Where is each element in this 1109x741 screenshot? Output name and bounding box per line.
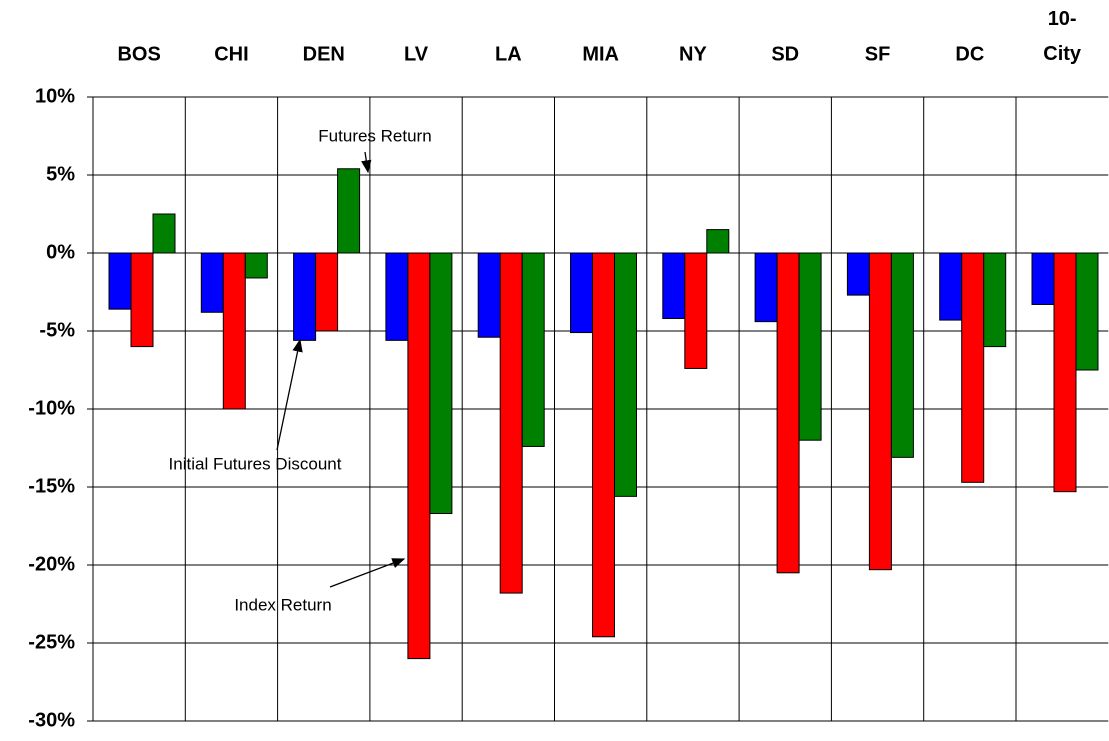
bar: [983, 252, 1007, 348]
bar: [776, 252, 800, 574]
annotation-arrow: [361, 151, 372, 174]
bar: [1075, 252, 1099, 371]
bar: [706, 229, 730, 254]
bar: [521, 252, 545, 447]
bar: [961, 252, 985, 483]
bar: [407, 252, 431, 660]
bar: [1031, 252, 1055, 305]
annotation: Futures Return: [318, 126, 431, 145]
bar: [684, 252, 708, 369]
y-tick-label: 10%: [35, 85, 75, 107]
annotation: Index Return: [234, 595, 331, 614]
bar: [385, 252, 409, 341]
x-tick-label: DEN: [303, 43, 345, 65]
x-tick-label: SF: [865, 43, 891, 65]
y-tick-label: 5%: [46, 163, 75, 185]
x-tick-label: NY: [679, 43, 707, 65]
x-tick-label: LV: [404, 43, 429, 65]
x-tick-label: LA: [495, 43, 522, 65]
y-tick-label: -15%: [28, 475, 75, 497]
bar: [293, 252, 317, 341]
bar: [939, 252, 963, 321]
x-tick-label-line: 10-: [1048, 8, 1077, 30]
x-tick-label: MIA: [582, 43, 619, 65]
bar: [846, 252, 870, 296]
bar: [429, 252, 453, 515]
annotation-arrow: [329, 558, 406, 588]
y-tick-label: -20%: [28, 553, 75, 575]
bar: [890, 252, 914, 458]
y-tick-label: 0%: [46, 241, 75, 263]
y-tick-label: -10%: [28, 397, 75, 419]
bar: [477, 252, 501, 338]
x-tick-label-line: City: [1043, 43, 1082, 65]
annotation: Initial Futures Discount: [169, 454, 342, 473]
bar: [592, 252, 615, 638]
y-tick-label: -30%: [28, 709, 75, 731]
bar: [222, 252, 246, 410]
bar: [315, 252, 339, 332]
bar: [499, 252, 523, 594]
bar: [614, 252, 637, 497]
y-tick-label: -5%: [39, 319, 75, 341]
x-tick-label: SD: [771, 43, 799, 65]
bar: [868, 252, 892, 571]
bar: [152, 213, 176, 254]
x-tick-label: 10- City: [1043, 8, 1082, 65]
bar: [754, 252, 778, 323]
bar: [798, 252, 822, 441]
x-tick-label: BOS: [117, 43, 160, 65]
bar: [244, 252, 268, 279]
bar: [1053, 252, 1077, 493]
bar: [337, 168, 361, 254]
bar: [570, 252, 593, 334]
bar: [200, 252, 224, 313]
bar: [662, 252, 686, 320]
x-tick-label: DC: [955, 43, 984, 65]
bar: [130, 252, 154, 348]
bar: [108, 252, 132, 310]
y-tick-label: -25%: [28, 631, 75, 653]
annotation-arrow: [276, 338, 303, 451]
x-tick-label: CHI: [214, 43, 248, 65]
